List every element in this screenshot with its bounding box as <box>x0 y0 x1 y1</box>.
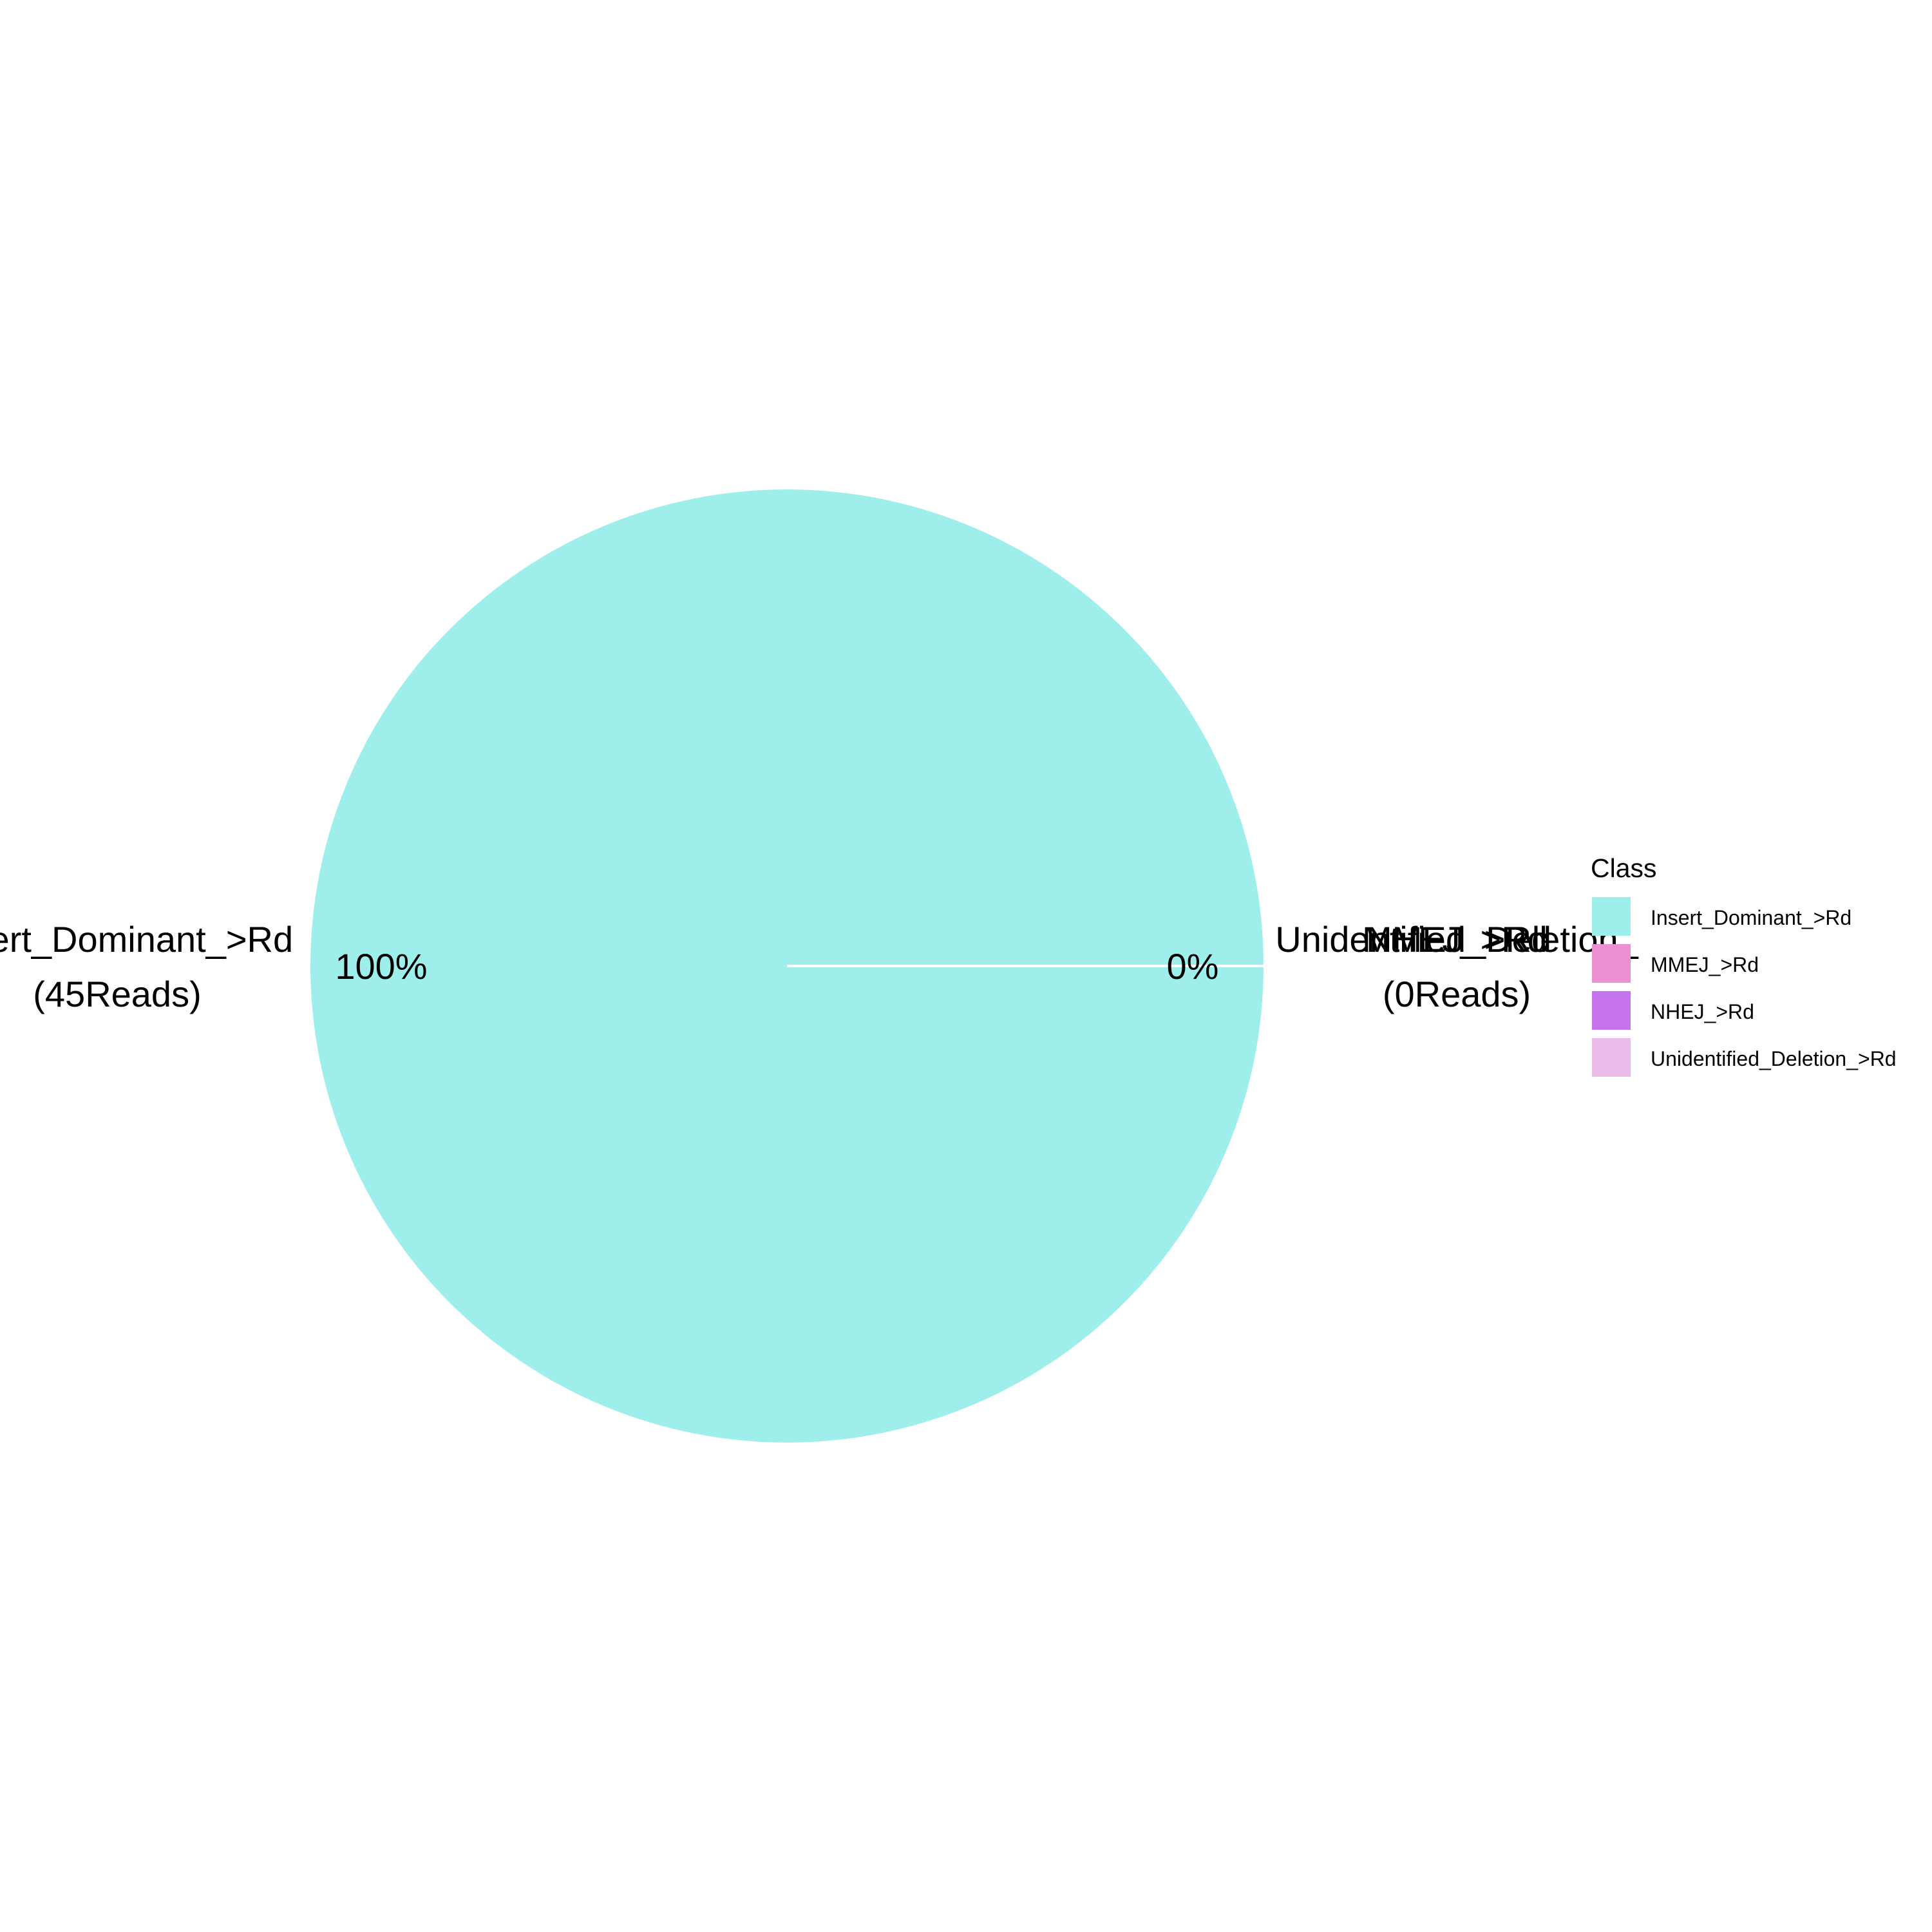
slice-label-unidentified-deletion-rd: Unidentified_Deletion_ <box>1275 919 1638 960</box>
slice-percent-insert-dominant-rd: 100% <box>335 946 427 987</box>
slice-percent-unidentified-deletion-rd: 0% <box>1167 946 1219 987</box>
legend-items: Insert_Dominant_>Rd MMEJ_>Rd NHEJ_>Rd Unide… <box>1592 897 1897 1077</box>
legend-swatch-nhej-rd <box>1592 991 1631 1030</box>
legend: Class Insert_Dominant_>Rd MMEJ_>Rd NHEJ_>R… <box>1591 853 1897 1077</box>
legend-title: Class <box>1591 853 1657 883</box>
legend-swatch-unidentified-deletion-rd <box>1592 1038 1631 1077</box>
slice-label-mmej-rd: MMEJ_>Rd <box>1362 919 1551 960</box>
legend-swatch-mmej-rd <box>1592 944 1631 983</box>
slice-label-nhej-rd: NHEJ_>Rd <box>1366 919 1548 960</box>
slice-reads-insert-dominant-rd: (45Reads) <box>33 974 201 1014</box>
legend-swatch-insert-dominant-rd <box>1592 897 1631 936</box>
slice-labels: Insert_Dominant_>Rd (45Reads) 100% MMEJ_>Rd… <box>0 919 1639 1014</box>
slice-label-insert-dominant-rd: Insert_Dominant_>Rd <box>0 919 293 960</box>
legend-label-nhej-rd: NHEJ_>Rd <box>1651 1000 1754 1023</box>
legend-label-mmej-rd: MMEJ_>Rd <box>1651 953 1759 976</box>
legend-label-unidentified-deletion-rd: Unidentified_Deletion_>Rd <box>1651 1047 1897 1070</box>
legend-label-insert-dominant-rd: Insert_Dominant_>Rd <box>1651 906 1852 929</box>
slice-reads-unidentified-deletion-rd: (0Reads) <box>1383 974 1531 1014</box>
